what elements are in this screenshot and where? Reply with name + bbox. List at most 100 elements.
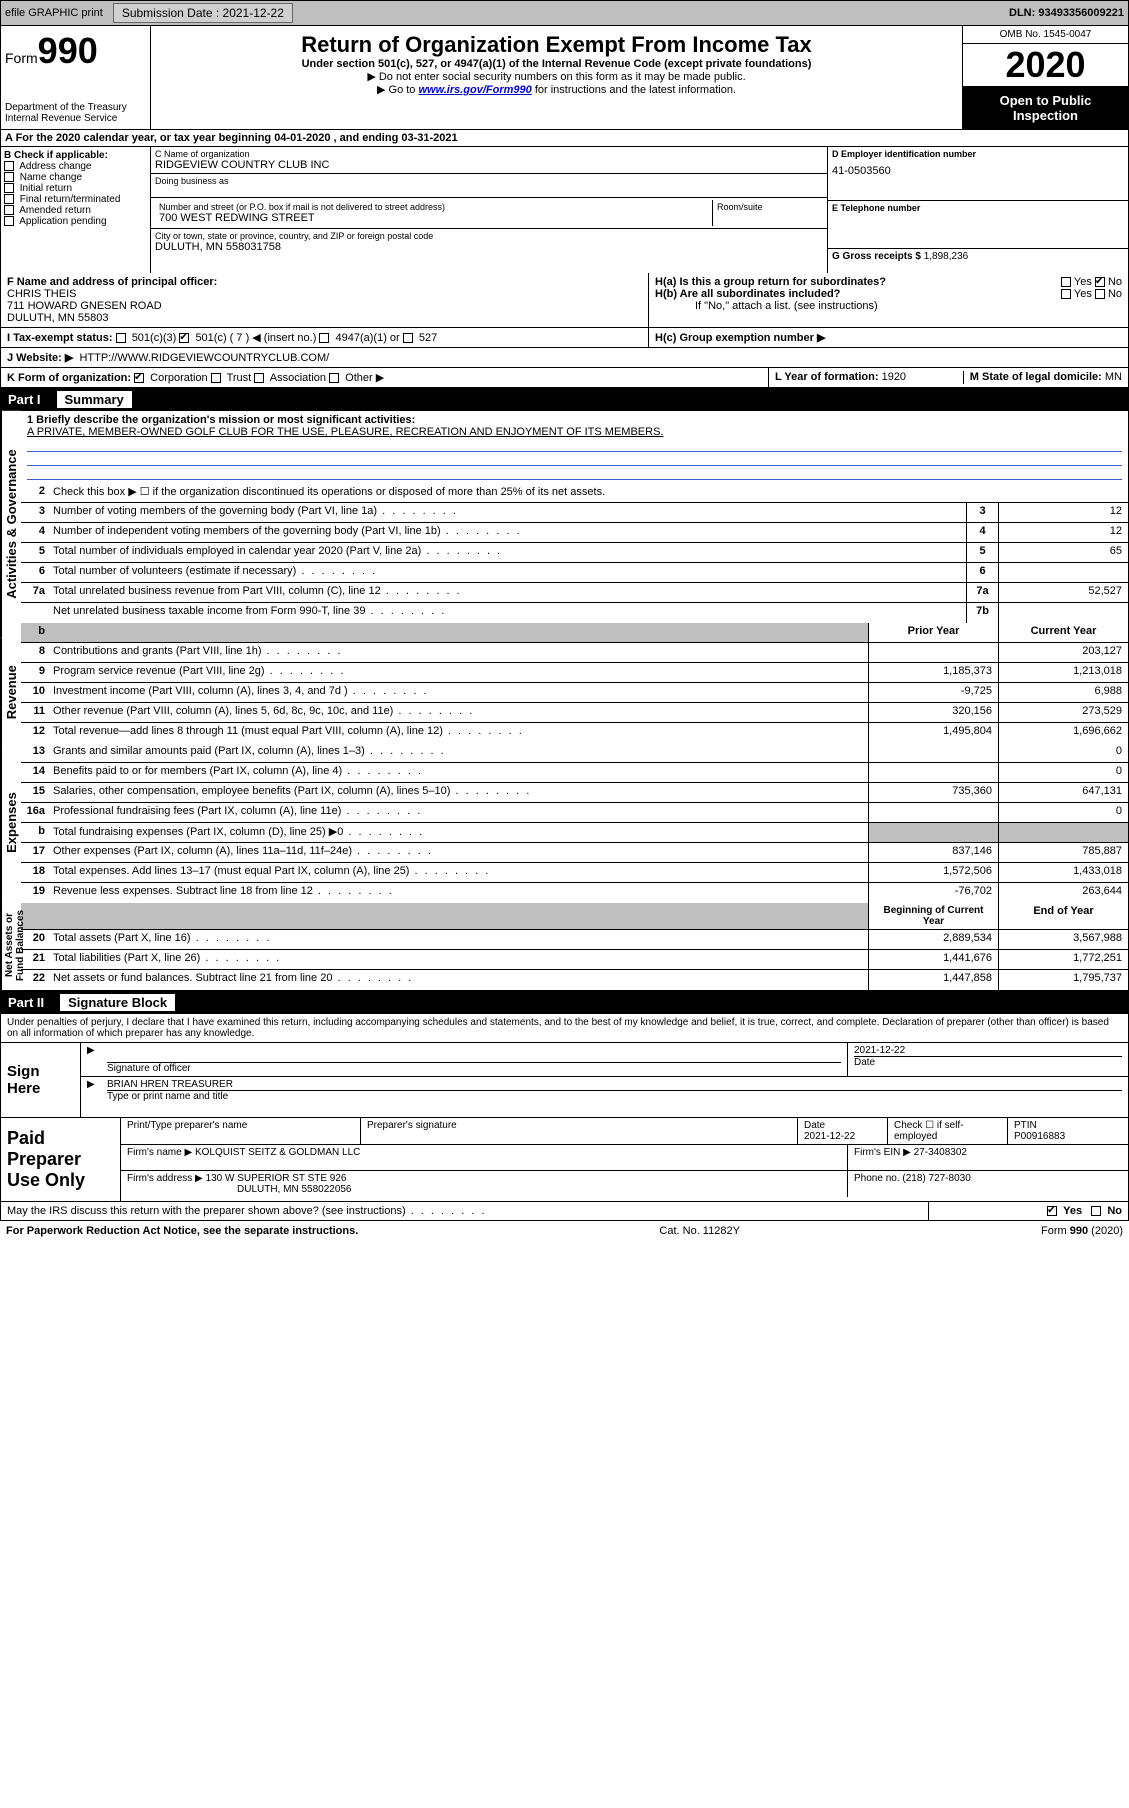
summary-line-18: 18Total expenses. Add lines 13–17 (must …	[21, 863, 1128, 883]
discuss-no-checkbox[interactable]	[1091, 1206, 1101, 1216]
summary-line-7b: Net unrelated business taxable income fr…	[21, 603, 1128, 623]
street-value: 700 WEST REDWING STREET	[159, 212, 708, 224]
col-beginning-year: Beginning of Current Year	[868, 903, 998, 929]
website-value: HTTP://WWW.RIDGEVIEWCOUNTRYCLUB.COM/	[79, 352, 329, 364]
trust-checkbox[interactable]	[211, 373, 221, 383]
room-label: Room/suite	[717, 202, 819, 212]
summary-line-8: 8Contributions and grants (Part VIII, li…	[21, 643, 1128, 663]
efile-top-bar: efile GRAPHIC print Submission Date : 20…	[0, 0, 1129, 26]
irs-link[interactable]: www.irs.gov/Form990	[418, 84, 531, 96]
year-formation-value: 1920	[882, 371, 906, 383]
phone-label: E Telephone number	[832, 203, 1124, 213]
summary-line-19: 19Revenue less expenses. Subtract line 1…	[21, 883, 1128, 903]
summary-line-16a: 16aProfessional fundraising fees (Part I…	[21, 803, 1128, 823]
form-header: Form990 Department of the Treasury Inter…	[0, 26, 1129, 130]
officer-addr2: DULUTH, MN 55803	[7, 312, 642, 324]
paid-preparer-block: Paid Preparer Use Only Print/Type prepar…	[0, 1118, 1129, 1202]
omb-number: OMB No. 1545-0047	[963, 26, 1128, 44]
col-prior-year: Prior Year	[868, 623, 998, 642]
preparer-signature-label: Preparer's signature	[361, 1118, 798, 1144]
501c-checkbox[interactable]	[179, 333, 189, 343]
firm-address-value2: DULUTH, MN 558022056	[237, 1184, 352, 1195]
ein-label: D Employer identification number	[832, 149, 1124, 159]
signature-officer-label: Signature of officer	[107, 1062, 841, 1074]
discuss-row: May the IRS discuss this return with the…	[0, 1202, 1129, 1221]
page-footer: For Paperwork Reduction Act Notice, see …	[0, 1221, 1129, 1241]
summary-line-15: 15Salaries, other compensation, employee…	[21, 783, 1128, 803]
summary-table: Activities & Governance Revenue Expenses…	[0, 411, 1129, 991]
street-label: Number and street (or P.O. box if mail i…	[159, 202, 708, 212]
discuss-yes-checkbox[interactable]	[1047, 1206, 1057, 1216]
501c3-checkbox[interactable]	[116, 333, 126, 343]
h-c-label: H(c) Group exemption number ▶	[655, 332, 825, 344]
row-f-h: F Name and address of principal officer:…	[0, 273, 1129, 328]
checkbox-final-return-terminated[interactable]: Final return/terminated	[4, 194, 147, 205]
summary-line-9: 9Program service revenue (Part VIII, lin…	[21, 663, 1128, 683]
other-checkbox[interactable]	[329, 373, 339, 383]
open-to-public: Open to Public Inspection	[963, 87, 1128, 129]
h-b-line: H(b) Are all subordinates included? Yes …	[655, 288, 1122, 300]
col-b-checkboxes: B Check if applicable: Address change Na…	[1, 147, 151, 273]
checkbox-amended-return[interactable]: Amended return	[4, 205, 147, 216]
summary-line-11: 11Other revenue (Part VIII, column (A), …	[21, 703, 1128, 723]
prep-date-value: 2021-12-22	[804, 1131, 855, 1142]
gross-receipts-label: G Gross receipts $	[832, 251, 921, 262]
officer-addr1: 711 HOWARD GNESEN ROAD	[7, 300, 642, 312]
row-k: K Form of organization: Corporation Trus…	[0, 368, 1129, 388]
h-a-line: H(a) Is this a group return for subordin…	[655, 276, 1122, 288]
summary-line-13: 13Grants and similar amounts paid (Part …	[21, 743, 1128, 763]
firm-phone-value: (218) 727-8030	[902, 1173, 970, 1184]
ssn-warning: ▶ Do not enter social security numbers o…	[157, 70, 956, 83]
col-end-year: End of Year	[998, 903, 1128, 929]
summary-line-22: 22Net assets or fund balances. Subtract …	[21, 970, 1128, 990]
firm-phone-label: Phone no.	[854, 1173, 900, 1184]
checkbox-address-change[interactable]: Address change	[4, 161, 147, 172]
paid-preparer-label: Paid Preparer Use Only	[1, 1118, 121, 1201]
form-number: Form990	[5, 30, 146, 72]
line-a-tax-year: A For the 2020 calendar year, or tax yea…	[0, 130, 1129, 147]
discuss-label: May the IRS discuss this return with the…	[7, 1205, 487, 1217]
summary-line-17: 17Other expenses (Part IX, column (A), l…	[21, 843, 1128, 863]
self-employed-check: Check ☐ if self-employed	[888, 1118, 1008, 1144]
state-domicile-value: MN	[1105, 371, 1122, 383]
form-title: Return of Organization Exempt From Incom…	[157, 32, 956, 58]
527-checkbox[interactable]	[403, 333, 413, 343]
firm-ein-label: Firm's EIN ▶	[854, 1147, 911, 1158]
checkbox-application-pending[interactable]: Application pending	[4, 216, 147, 227]
summary-line-3: 3Number of voting members of the governi…	[21, 503, 1128, 523]
submission-date-button[interactable]: Submission Date : 2021-12-22	[113, 3, 293, 23]
signature-date-label: Date	[854, 1056, 1122, 1068]
firm-address-label: Firm's address ▶	[127, 1173, 203, 1184]
mission-label: 1 Briefly describe the organization's mi…	[27, 414, 1122, 426]
4947-checkbox[interactable]	[319, 333, 329, 343]
corp-checkbox[interactable]	[134, 373, 144, 383]
signer-name-value: BRIAN HREN TREASURER	[107, 1079, 233, 1090]
summary-line-5: 5Total number of individuals employed in…	[21, 543, 1128, 563]
sign-here-label: Sign Here	[1, 1043, 81, 1117]
summary-line-6: 6Total number of volunteers (estimate if…	[21, 563, 1128, 583]
line-2-discontinued: Check this box ▶ ☐ if the organization d…	[49, 483, 1128, 502]
summary-line-21: 21Total liabilities (Part X, line 26)1,4…	[21, 950, 1128, 970]
summary-line-10: 10Investment income (Part VIII, column (…	[21, 683, 1128, 703]
ein-value: 41-0503560	[832, 165, 1124, 177]
footer-right: Form 990 (2020)	[1041, 1225, 1123, 1237]
firm-address-value1: 130 W SUPERIOR ST STE 926	[206, 1173, 347, 1184]
identity-block: B Check if applicable: Address change Na…	[0, 147, 1129, 273]
footer-left: For Paperwork Reduction Act Notice, see …	[6, 1225, 358, 1237]
section-governance-label: Activities & Governance	[1, 411, 21, 638]
checkbox-initial-return[interactable]: Initial return	[4, 183, 147, 194]
dept-treasury: Department of the Treasury	[5, 102, 146, 113]
gross-receipts-value: 1,898,236	[924, 251, 969, 262]
row-i-hc: I Tax-exempt status: 501(c)(3) 501(c) ( …	[0, 328, 1129, 348]
perjury-statement: Under penalties of perjury, I declare th…	[0, 1014, 1129, 1043]
part-i-header: Part I Summary	[0, 388, 1129, 411]
year-formation-label: L Year of formation:	[775, 371, 879, 383]
org-name-label: C Name of organization	[155, 149, 823, 159]
form-subtitle: Under section 501(c), 527, or 4947(a)(1)…	[157, 58, 956, 70]
state-domicile-label: M State of legal domicile:	[970, 371, 1102, 383]
city-label: City or town, state or province, country…	[155, 231, 823, 241]
checkbox-name-change[interactable]: Name change	[4, 172, 147, 183]
assoc-checkbox[interactable]	[254, 373, 264, 383]
name-arrow-icon: ▶	[81, 1077, 101, 1104]
goto-line: ▶ Go to www.irs.gov/Form990 for instruct…	[157, 83, 956, 96]
